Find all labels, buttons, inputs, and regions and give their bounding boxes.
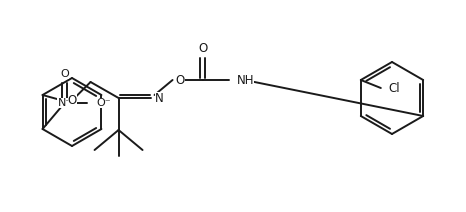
Text: N⁺: N⁺ bbox=[57, 98, 72, 108]
Text: O: O bbox=[198, 42, 207, 54]
Text: O: O bbox=[60, 69, 69, 79]
Text: O: O bbox=[68, 93, 77, 106]
Text: O⁻: O⁻ bbox=[96, 98, 111, 108]
Text: N: N bbox=[155, 92, 163, 105]
Text: NH: NH bbox=[237, 74, 254, 86]
Text: O: O bbox=[176, 74, 185, 86]
Text: Cl: Cl bbox=[389, 81, 400, 95]
